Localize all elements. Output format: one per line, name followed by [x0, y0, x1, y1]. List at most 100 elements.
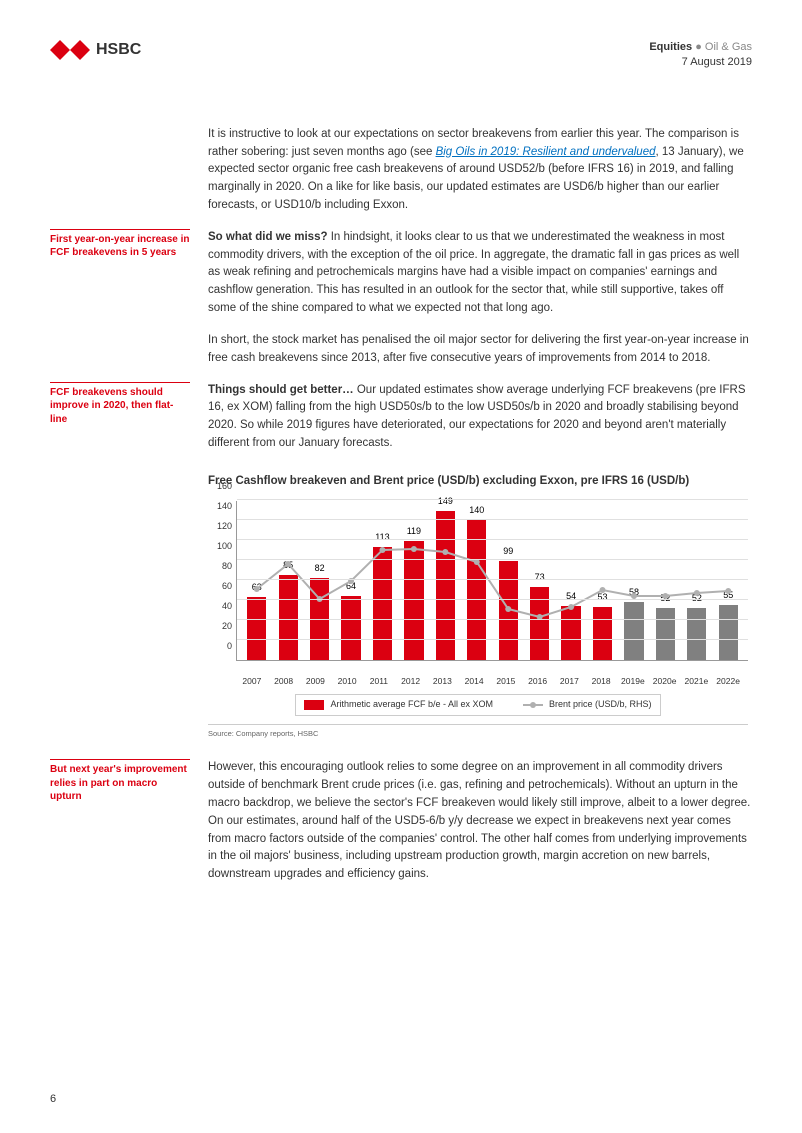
chart-source: Source: Company reports, HSBC	[208, 724, 748, 740]
side-spacer-1	[50, 126, 190, 215]
bar-rect	[624, 602, 643, 660]
bar-rect	[593, 607, 612, 660]
gridline	[237, 539, 748, 540]
bar-value-label: 54	[566, 590, 576, 604]
chart-bars: 638582641131191491409973545358525255	[237, 501, 748, 660]
side-spacer-3	[50, 467, 190, 740]
bar-slot: 64	[337, 596, 364, 660]
p2-body: In hindsight, it looks clear to us that …	[208, 231, 739, 314]
x-tick-label: 2013	[429, 675, 457, 688]
bar-value-label: 149	[438, 495, 453, 509]
side-spacer-2	[50, 332, 190, 368]
side-note-2: FCF breakevens should improve in 2020, t…	[50, 382, 190, 453]
x-tick-label: 2022e	[714, 675, 742, 688]
y-tick: 20	[222, 620, 232, 634]
brand-name: HSBC	[96, 41, 141, 59]
bar-slot: 55	[715, 605, 742, 660]
header-meta: Equities ● Oil & Gas 7 August 2019	[649, 40, 752, 71]
legend-bar-swatch	[304, 700, 324, 710]
bar-rect	[687, 608, 706, 660]
bar-rect	[719, 605, 738, 660]
x-tick-label: 2016	[524, 675, 552, 688]
paragraph-2: So what did we miss? In hindsight, it lo…	[208, 229, 752, 318]
y-tick: 160	[217, 480, 232, 494]
paragraph-3: In short, the stock market has penalised…	[208, 332, 752, 368]
bar-slot: 58	[620, 602, 647, 660]
paragraph-5: However, this encouraging outlook relies…	[208, 759, 752, 884]
gridline	[237, 519, 748, 520]
y-tick: 0	[227, 640, 232, 654]
bar-rect	[279, 575, 298, 660]
bar-rect	[373, 547, 392, 660]
paragraph-4: Things should get better… Our updated es…	[208, 382, 752, 453]
x-tick-label: 2009	[302, 675, 330, 688]
chart-legend: Arithmetic average FCF b/e - All ex XOM …	[295, 694, 660, 716]
x-tick-label: 2020e	[651, 675, 679, 688]
bar-value-label: 140	[469, 504, 484, 518]
x-tick-label: 2007	[238, 675, 266, 688]
bar-value-label: 63	[252, 581, 262, 595]
x-tick-label: 2011	[365, 675, 393, 688]
side-note-1: First year-on-year increase in FCF break…	[50, 229, 190, 318]
gridline	[237, 639, 748, 640]
x-tick-label: 2017	[556, 675, 584, 688]
hsbc-logo: HSBC	[50, 40, 141, 60]
x-tick-label: 2012	[397, 675, 425, 688]
hsbc-hexagon-icon	[50, 40, 90, 60]
y-tick: 100	[217, 540, 232, 554]
bar-slot: 99	[495, 561, 522, 660]
x-tick-label: 2010	[333, 675, 361, 688]
x-tick-label: 2018	[587, 675, 615, 688]
side-note-3: But next year's improvement relies in pa…	[50, 759, 190, 884]
p2-lead: So what did we miss?	[208, 231, 328, 243]
legend-bar-label: Arithmetic average FCF b/e - All ex XOM	[330, 698, 493, 712]
bar-value-label: 119	[407, 525, 421, 539]
p1-link[interactable]: Big Oils in 2019: Resilient and underval…	[436, 146, 656, 158]
page-header: HSBC Equities ● Oil & Gas 7 August 2019	[50, 40, 752, 71]
header-bullet: ●	[695, 41, 702, 53]
gridline	[237, 619, 748, 620]
x-tick-label: 2021e	[683, 675, 711, 688]
bar-slot: 85	[274, 575, 301, 660]
legend-line-swatch	[523, 704, 543, 706]
bar-value-label: 64	[346, 580, 356, 594]
bar-rect	[499, 561, 518, 660]
legend-line-label: Brent price (USD/b, RHS)	[549, 698, 652, 712]
bar-rect	[247, 597, 266, 660]
chart-container: 020406080100120140160 638582641131191491…	[208, 501, 748, 740]
gridline	[237, 599, 748, 600]
chart-x-labels: 2007200820092010201120122013201420152016…	[208, 671, 748, 688]
bar-slot: 52	[652, 608, 679, 660]
bar-slot: 54	[557, 606, 584, 660]
bar-rect	[656, 608, 675, 660]
gridline	[237, 579, 748, 580]
y-tick: 140	[217, 500, 232, 514]
para-4-row: FCF breakevens should improve in 2020, t…	[50, 382, 752, 453]
legend-line-item: Brent price (USD/b, RHS)	[523, 698, 652, 712]
bar-value-label: 58	[629, 586, 639, 600]
bar-slot: 149	[432, 511, 459, 660]
x-tick-label: 2015	[492, 675, 520, 688]
x-tick-label: 2019e	[619, 675, 647, 688]
page-container: HSBC Equities ● Oil & Gas 7 August 2019 …	[0, 0, 802, 1133]
page-number: 6	[50, 1093, 56, 1105]
para-3-row: In short, the stock market has penalised…	[50, 332, 752, 368]
x-tick-label: 2008	[270, 675, 298, 688]
paragraph-1: It is instructive to look at our expecta…	[208, 126, 752, 215]
bar-slot: 53	[589, 607, 616, 660]
y-tick: 60	[222, 580, 232, 594]
bar-value-label: 82	[315, 562, 325, 576]
y-tick: 80	[222, 560, 232, 574]
bar-slot: 113	[369, 547, 396, 660]
chart-column: Free Cashflow breakeven and Brent price …	[208, 467, 752, 740]
gridline	[237, 559, 748, 560]
bar-value-label: 99	[503, 545, 513, 559]
bar-rect	[341, 596, 360, 660]
sector-label: Oil & Gas	[705, 41, 752, 53]
report-date: 7 August 2019	[649, 55, 752, 70]
chart-y-axis: 020406080100120140160	[208, 501, 236, 661]
bar-value-label: 85	[283, 559, 293, 573]
chart-plot: 638582641131191491409973545358525255	[236, 501, 748, 661]
bar-value-label: 55	[723, 589, 733, 603]
y-tick: 120	[217, 520, 232, 534]
